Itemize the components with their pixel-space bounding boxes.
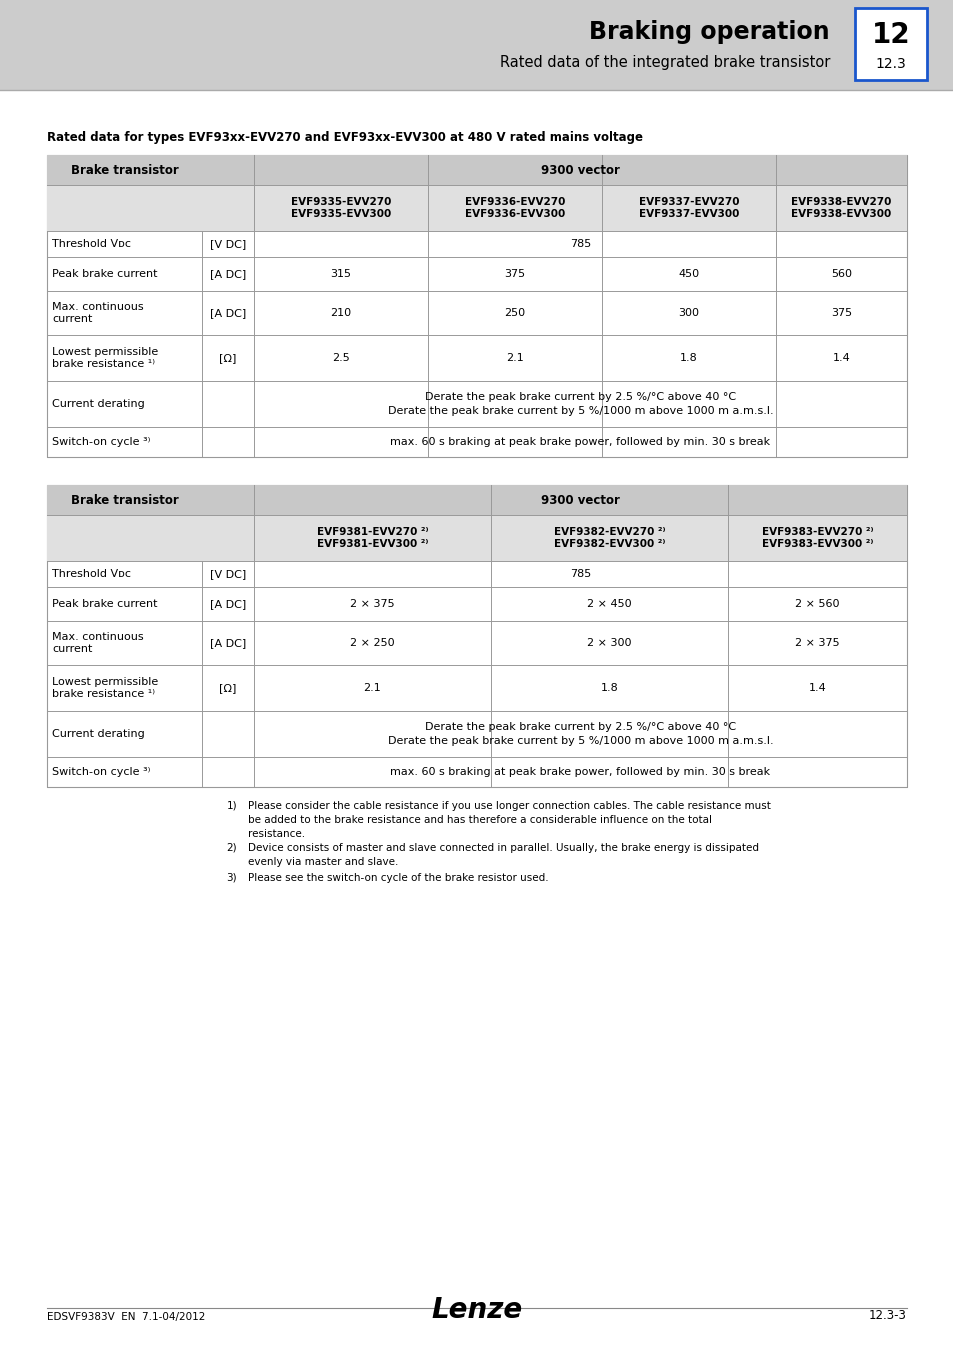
Text: 210: 210: [330, 308, 352, 319]
Text: 1): 1): [226, 801, 236, 811]
Text: 1.4: 1.4: [808, 683, 825, 693]
Text: Peak brake current: Peak brake current: [52, 269, 157, 279]
Text: EVF9381-EVV270 ²⁾
EVF9381-EVV300 ²⁾: EVF9381-EVV270 ²⁾ EVF9381-EVV300 ²⁾: [316, 526, 428, 549]
Text: [V DC]: [V DC]: [210, 568, 246, 579]
Text: max. 60 s braking at peak brake power, followed by min. 30 s break: max. 60 s braking at peak brake power, f…: [390, 437, 770, 447]
Text: 2 × 375: 2 × 375: [795, 639, 839, 648]
Text: 2.1: 2.1: [506, 352, 523, 363]
Text: Max. continuous
current: Max. continuous current: [52, 302, 144, 324]
Text: [A DC]: [A DC]: [210, 599, 246, 609]
Text: 2 × 250: 2 × 250: [350, 639, 395, 648]
Text: max. 60 s braking at peak brake power, followed by min. 30 s break: max. 60 s braking at peak brake power, f…: [390, 767, 770, 778]
Bar: [854, 8, 926, 80]
Text: 1.8: 1.8: [600, 683, 618, 693]
Text: Max. continuous
current: Max. continuous current: [52, 632, 144, 655]
Text: EVF9383-EVV270 ²⁾
EVF9383-EVV300 ²⁾: EVF9383-EVV270 ²⁾ EVF9383-EVV300 ²⁾: [760, 526, 872, 549]
Text: 450: 450: [678, 269, 699, 279]
Text: 250: 250: [504, 308, 525, 319]
Text: Lowest permissible
brake resistance ¹⁾: Lowest permissible brake resistance ¹⁾: [52, 347, 158, 369]
Text: EVF9382-EVV270 ²⁾
EVF9382-EVV300 ²⁾: EVF9382-EVV270 ²⁾ EVF9382-EVV300 ²⁾: [553, 526, 664, 549]
Bar: [47, 514, 906, 562]
Text: 785: 785: [569, 568, 591, 579]
Text: 12.3-3: 12.3-3: [868, 1310, 906, 1322]
Text: Threshold Vᴅᴄ: Threshold Vᴅᴄ: [52, 568, 131, 579]
Text: [Ω]: [Ω]: [219, 683, 236, 693]
Text: [A DC]: [A DC]: [210, 269, 246, 279]
Text: Switch-on cycle ³⁾: Switch-on cycle ³⁾: [52, 767, 151, 778]
Text: 2.5: 2.5: [332, 352, 350, 363]
Text: EDSVF9383V  EN  7.1-04/2012: EDSVF9383V EN 7.1-04/2012: [47, 1312, 205, 1322]
Text: Please consider the cable resistance if you use longer connection cables. The ca: Please consider the cable resistance if …: [248, 801, 770, 838]
Text: EVF9335-EVV270
EVF9335-EVV300: EVF9335-EVV270 EVF9335-EVV300: [291, 197, 391, 220]
Text: Current derating: Current derating: [52, 400, 145, 409]
Text: 2 × 375: 2 × 375: [350, 599, 395, 609]
Text: Brake transistor: Brake transistor: [71, 163, 178, 177]
Text: 375: 375: [830, 308, 851, 319]
Text: 375: 375: [504, 269, 525, 279]
Text: [A DC]: [A DC]: [210, 308, 246, 319]
Text: Braking operation: Braking operation: [589, 20, 829, 45]
Text: [V DC]: [V DC]: [210, 239, 246, 248]
Text: EVF9338-EVV270
EVF9338-EVV300: EVF9338-EVV270 EVF9338-EVV300: [790, 197, 891, 220]
Bar: [47, 155, 906, 458]
Text: [A DC]: [A DC]: [210, 639, 246, 648]
Text: 2 × 300: 2 × 300: [587, 639, 631, 648]
Text: Derate the peak brake current by 2.5 %/°C above 40 °C
Derate the peak brake curr: Derate the peak brake current by 2.5 %/°…: [387, 393, 773, 416]
Bar: [47, 155, 906, 185]
Text: 12.3: 12.3: [875, 57, 905, 72]
Text: EVF9337-EVV270
EVF9337-EVV300: EVF9337-EVV270 EVF9337-EVV300: [639, 197, 739, 220]
Text: Rated data for types EVF93xx-EVV270 and EVF93xx-EVV300 at 480 V rated mains volt: Rated data for types EVF93xx-EVV270 and …: [47, 131, 642, 143]
Text: Current derating: Current derating: [52, 729, 145, 738]
Text: 2 × 560: 2 × 560: [795, 599, 839, 609]
Text: 3): 3): [226, 873, 236, 883]
Text: [Ω]: [Ω]: [219, 352, 236, 363]
Text: 2): 2): [226, 842, 236, 853]
Bar: [47, 485, 906, 514]
Text: Switch-on cycle ³⁾: Switch-on cycle ³⁾: [52, 437, 151, 447]
Bar: [47, 485, 906, 787]
Text: 9300 vector: 9300 vector: [540, 163, 619, 177]
Text: 785: 785: [569, 239, 591, 248]
Text: 315: 315: [330, 269, 351, 279]
Text: Lowest permissible
brake resistance ¹⁾: Lowest permissible brake resistance ¹⁾: [52, 676, 158, 699]
Text: Device consists of master and slave connected in parallel. Usually, the brake en: Device consists of master and slave conn…: [248, 842, 759, 867]
Text: Peak brake current: Peak brake current: [52, 599, 157, 609]
Text: Threshold Vᴅᴄ: Threshold Vᴅᴄ: [52, 239, 131, 248]
Text: 2.1: 2.1: [363, 683, 381, 693]
Text: 12: 12: [871, 22, 909, 50]
Bar: [0, 0, 953, 90]
Text: Brake transistor: Brake transistor: [71, 494, 178, 506]
Text: Please see the switch-on cycle of the brake resistor used.: Please see the switch-on cycle of the br…: [248, 873, 548, 883]
Text: EVF9336-EVV270
EVF9336-EVV300: EVF9336-EVV270 EVF9336-EVV300: [464, 197, 564, 220]
Text: 1.8: 1.8: [679, 352, 698, 363]
Text: Derate the peak brake current by 2.5 %/°C above 40 °C
Derate the peak brake curr: Derate the peak brake current by 2.5 %/°…: [387, 722, 773, 745]
Text: 560: 560: [830, 269, 851, 279]
Text: 1.4: 1.4: [832, 352, 849, 363]
Text: Rated data of the integrated brake transistor: Rated data of the integrated brake trans…: [499, 54, 829, 69]
Bar: [47, 185, 906, 231]
Text: 2 × 450: 2 × 450: [587, 599, 631, 609]
Text: Lenze: Lenze: [431, 1296, 522, 1324]
Text: 9300 vector: 9300 vector: [540, 494, 619, 506]
Text: 300: 300: [678, 308, 699, 319]
